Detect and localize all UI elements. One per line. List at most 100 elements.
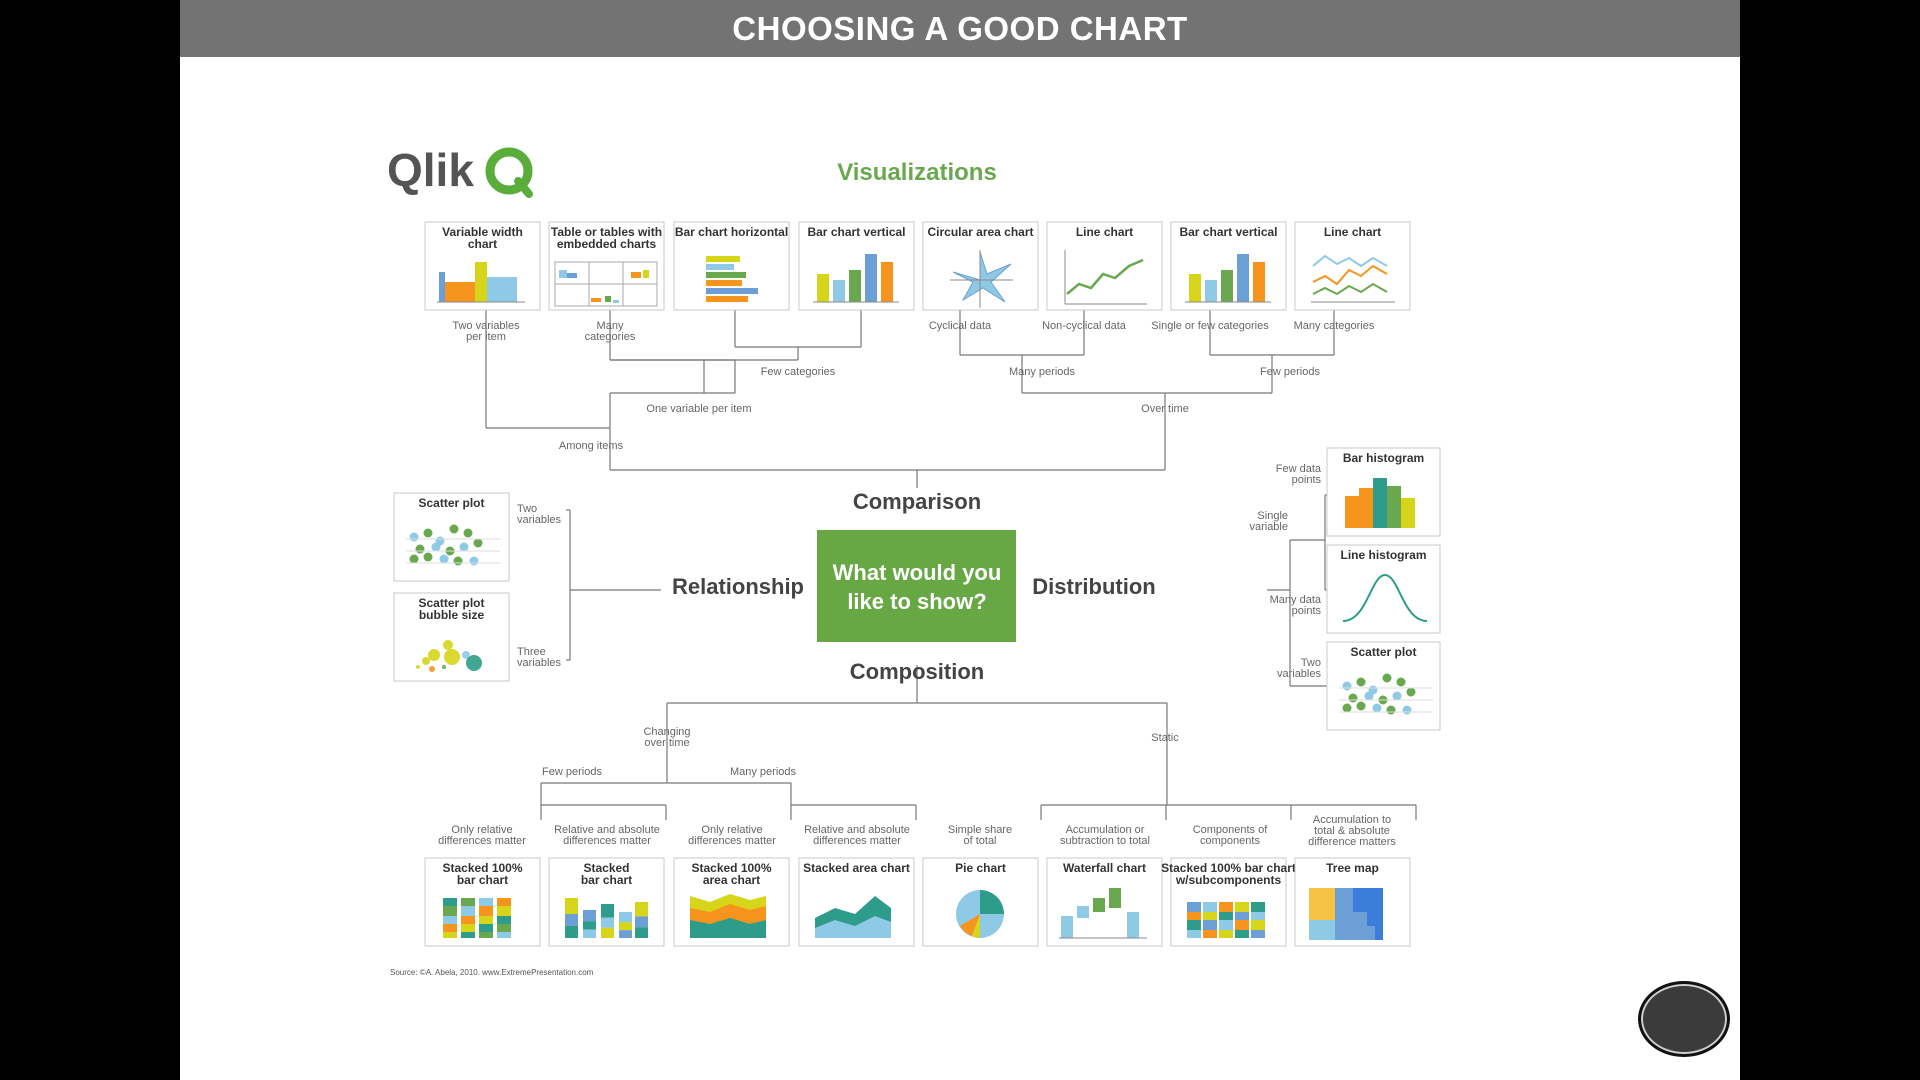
chart-box-title: chart [468,237,497,251]
composition-chart-box: Stacked 100%area chart [673,857,790,947]
connector-lines [485,310,1417,820]
label-single-or-few-categories: Single or few categories [1151,320,1269,332]
label-changing-over-time: over time [644,737,689,749]
label-many-periods: Many periods [1009,366,1076,378]
label-accumulation-or-subtraction: subtraction to total [1060,835,1150,847]
circular-area-chart-icon [950,250,1013,308]
visualizations-heading: Visualizations [837,159,997,186]
chart-box-title: embedded charts [557,237,657,251]
label-few-periods: Few periods [1260,366,1320,378]
label-accumulation-to-total: difference matters [1308,836,1396,848]
stacked-bar-chart-icon [565,898,648,938]
comparison-chart-box: Bar chart horizontal [673,221,790,311]
chart-box-title: Variable width [442,225,523,239]
chart-box-title: Scatter plot [1350,645,1416,659]
label-relative-and-absolute-differences: Relative and absolute [804,824,910,836]
category-composition: Composition [850,659,984,684]
chart-box-title: Stacked 100% [442,861,522,875]
label-among-items: Among items [559,440,624,452]
distribution-chart-box: Bar histogram [1326,447,1441,537]
bar-chart-vertical-icon [1185,254,1271,303]
comparison-chart-box: Circular area chart [922,221,1039,311]
bubble-chart-icon [416,640,482,672]
chart-box-title: Line chart [1076,225,1133,239]
relationship-chart-box: Scatter plot [393,492,510,582]
qlik-logo: Qlik [387,144,533,198]
multi-line-chart-icon [1311,254,1395,303]
stacked-subcomponents-icon [1187,902,1265,938]
label-two-variables-per-item: per item [466,331,506,343]
chart-box-title: Pie chart [955,861,1006,875]
chart-box-title: Circular area chart [927,225,1033,239]
label-many-categories: Many [597,320,624,332]
label-accumulation-or-subtraction: Accumulation or [1066,824,1145,836]
label-only-relative-differences: Only relative [701,824,762,836]
chart-box-title: bar chart [581,873,632,887]
label-single-variable: variable [1249,521,1288,533]
label-non-cyclical-data: Non-cyclical data [1042,320,1127,332]
stacked-area-chart-icon [815,896,891,938]
label-over-time: Over time [1141,403,1189,415]
table-embedded-charts-icon [554,261,658,307]
chart-box-title: area chart [703,873,760,887]
label-three-variables: variables [517,657,562,669]
distribution-chart-box: Line histogram [1326,544,1441,634]
chart-box-title: Stacked 100% bar chart [1161,861,1296,875]
label-only-relative-differences: differences matter [688,835,776,847]
source-note: Source: ©A. Abela, 2010. www.ExtremePres… [390,968,594,977]
label-few-data-points: points [1292,474,1322,486]
label-few-data-points: Few data [1276,463,1322,475]
label-two-variables: Two [517,503,537,515]
category-relationship: Relationship [672,574,804,599]
slide-header: CHOOSING A GOOD CHART [180,0,1740,57]
label-many-data-points: Many data [1270,594,1322,606]
label-few-categories: Few categories [761,366,836,378]
label-components-of-components: components [1200,835,1260,847]
scatter-plot-icon [406,524,500,566]
chart-box-title: Bar histogram [1343,451,1424,465]
label-single-variable: Single [1257,510,1288,522]
center-question-box [817,530,1016,642]
category-distribution: Distribution [1032,574,1155,599]
stacked-100-area-chart-icon [690,894,766,938]
label-many-categories: Many categories [1294,320,1375,332]
chart-box-title: Stacked area chart [803,861,910,875]
label-accumulation-to-total: Accumulation to [1313,814,1391,826]
comparison-chart-box: Line chart [1046,221,1163,311]
label-cyclical-data: Cyclical data [929,320,992,332]
chart-box-title: Stacked 100% [691,861,771,875]
label-two-variables: variables [1277,668,1322,680]
center-question-line2: like to show? [847,589,986,614]
chart-box-title: Tree map [1326,861,1379,875]
label-relative-and-absolute-differences: Relative and absolute [554,824,660,836]
scatter-plot-icon [1339,673,1433,715]
label-static: Static [1151,732,1179,744]
composition-chart-box: Stacked 100%bar chart [424,857,541,947]
chart-box-title: Line histogram [1340,548,1426,562]
chart-box-title: Line chart [1324,225,1381,239]
chart-box-title: Bar chart horizontal [675,225,788,239]
label-two-variables: Two [1301,657,1321,669]
chart-box-title: Table or tables with [551,225,662,239]
label-changing-over-time: Changing [643,726,690,738]
label-one-variable-per-item: One variable per item [646,403,751,415]
composition-chart-box: Stacked area chart [798,857,915,947]
distribution-chart-box: Scatter plot [1326,641,1441,731]
label-accumulation-to-total: total & absolute [1314,825,1390,837]
qlik-logo-mark [485,147,533,198]
slide-title: CHOOSING A GOOD CHART [732,9,1188,47]
bar-chart-vertical-icon [813,254,899,303]
slide-control-button[interactable] [1638,981,1730,1057]
pie-chart-icon [956,890,1004,938]
composition-chart-box: Pie chart [922,857,1039,947]
label-two-variables-per-item: Two variables [452,320,520,332]
chart-box-title: Stacked [583,861,629,875]
